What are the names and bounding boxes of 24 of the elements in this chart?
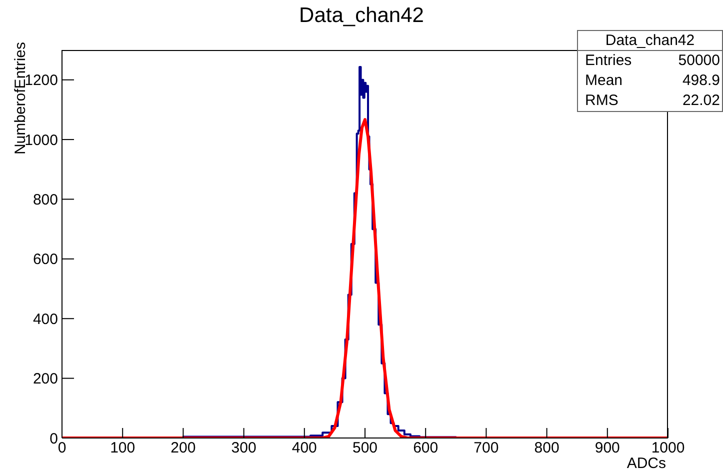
y-tick-label: 600 [32, 251, 58, 268]
y-tick-label: 400 [32, 310, 58, 328]
x-tick-label: 1000 [651, 440, 685, 457]
annotation: RMS [585, 91, 618, 111]
x-axis-title: ADCs [626, 455, 666, 472]
x-tick-label: 200 [170, 440, 196, 457]
text: 50000 [678, 51, 720, 71]
x-tick-label: 700 [474, 440, 499, 457]
x-tick-label: 600 [413, 440, 438, 457]
text: 22.02 [682, 91, 720, 111]
text: Data_chan42 [578, 31, 722, 51]
annotation: Entries [585, 51, 632, 71]
y-tick-label: 1200 [24, 72, 58, 90]
x-tick-label: 800 [534, 440, 560, 457]
y-tick-label: 200 [32, 370, 58, 388]
chart-title: Data_chan42 [298, 4, 425, 28]
x-tick-label: 400 [292, 440, 317, 457]
annotation: Mean [585, 71, 623, 91]
x-tick-label: 900 [594, 440, 620, 457]
text: 498.9 [682, 71, 720, 91]
y-tick-label: 800 [32, 192, 58, 209]
x-tick-label: 300 [231, 440, 256, 457]
x-tick-label: 500 [352, 440, 378, 457]
x-tick-label: 100 [110, 440, 136, 457]
